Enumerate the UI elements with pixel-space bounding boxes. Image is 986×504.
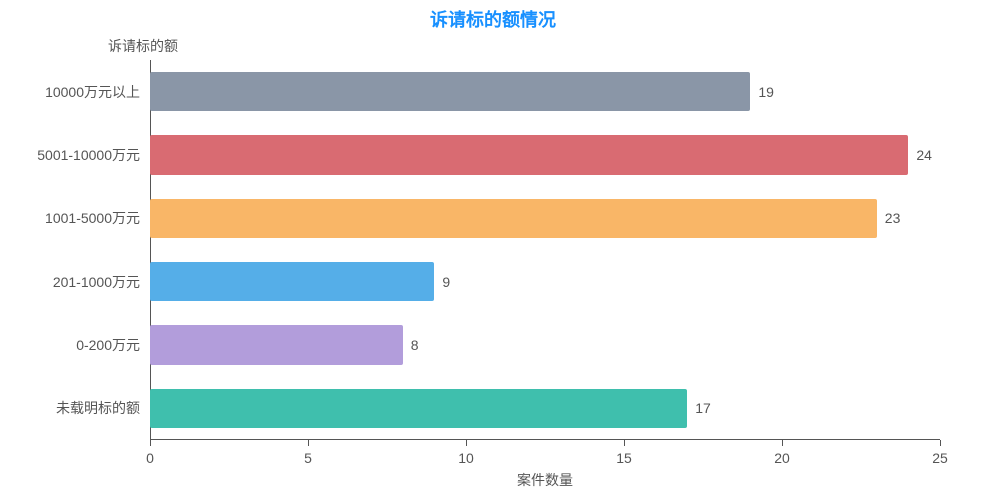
x-tick: [150, 440, 151, 446]
chart-legend-label: 诉请标的额: [108, 36, 178, 56]
plot-area: 19 24 23 9 8 17: [150, 60, 940, 440]
chart-container: 诉请标的额情况 诉请标的额 19 24 23 9 8 17 10000万元以上 5001-1…: [0, 0, 986, 504]
bar: [150, 325, 403, 364]
category-label: 5001-10000万元: [37, 145, 140, 165]
bar: [150, 199, 877, 238]
bar: [150, 262, 434, 301]
x-tick: [466, 440, 467, 446]
bar-value-label: 17: [695, 400, 711, 416]
x-tick-label: 25: [932, 450, 948, 466]
x-axis-title: 案件数量: [517, 470, 573, 490]
bar: [150, 135, 908, 174]
category-label: 未载明标的额: [56, 398, 140, 418]
bar: [150, 72, 750, 111]
x-tick: [940, 440, 941, 446]
x-tick-label: 5: [304, 450, 312, 466]
x-tick: [308, 440, 309, 446]
x-tick: [782, 440, 783, 446]
category-label: 201-1000万元: [53, 272, 140, 292]
y-axis-line: [150, 60, 151, 440]
category-label: 1001-5000万元: [45, 208, 140, 228]
bar: [150, 389, 687, 428]
x-tick-label: 10: [458, 450, 474, 466]
bar-value-label: 8: [411, 337, 419, 353]
chart-title: 诉请标的额情况: [0, 6, 986, 32]
x-tick-label: 0: [146, 450, 154, 466]
x-tick-label: 15: [616, 450, 632, 466]
x-axis-line: [150, 439, 940, 440]
x-tick-label: 20: [774, 450, 790, 466]
category-label: 10000万元以上: [45, 82, 140, 102]
bar-value-label: 19: [758, 84, 774, 100]
bar-value-label: 23: [885, 210, 901, 226]
bar-value-label: 9: [442, 274, 450, 290]
x-tick: [624, 440, 625, 446]
category-label: 0-200万元: [76, 335, 140, 355]
bar-value-label: 24: [916, 147, 932, 163]
